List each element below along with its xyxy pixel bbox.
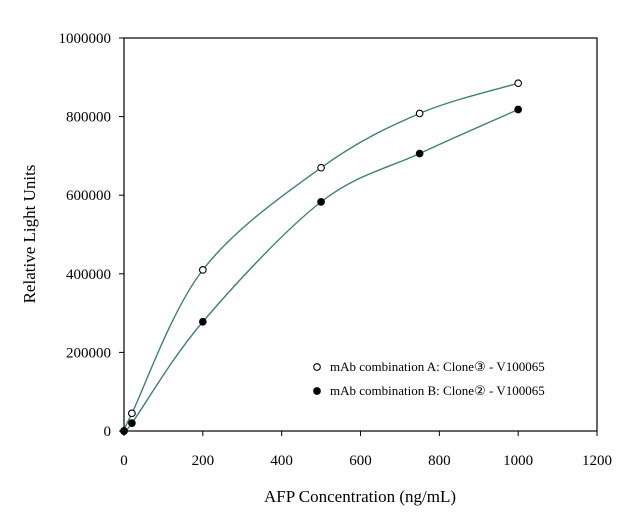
y-tick-label: 800000 [66,110,111,126]
y-tick-label: 0 [104,424,112,440]
y-tick-label: 600000 [66,188,111,204]
data-point-series-2 [415,149,424,158]
x-tick-label: 600 [349,453,372,469]
x-tick-label: 0 [120,453,128,469]
data-point-series-2 [198,317,207,326]
data-point-series-2 [317,198,325,206]
fit-curves [122,82,519,435]
data-point-series-2 [514,105,523,114]
legend-marker-series-1 [313,363,321,371]
x-tick-label: 200 [192,453,215,469]
y-axis-title: Relative Light Units [20,165,39,304]
legend-marker-series-2 [313,387,321,395]
data-point-series-1 [128,409,136,418]
data-point-series-1 [198,266,207,274]
x-tick-label: 800 [428,453,451,469]
legend: mAb combination A: Clone③ - V100065 mAb c… [313,359,545,398]
data-point-series-1 [514,79,523,88]
legend-entry-series-2: mAb combination B: Clone② - V100065 [330,383,545,398]
x-tick-label: 1200 [582,453,612,469]
data-points [120,79,523,435]
legend-entry-series-1: mAb combination A: Clone③ - V100065 [330,359,545,374]
y-axis-ticks: 0 200000 400000 600000 800000 1000000 [59,31,124,440]
y-tick-label: 200000 [66,345,111,361]
y-tick-label: 400000 [66,267,111,283]
data-point-series-2 [128,419,136,427]
y-tick-label: 1000000 [59,31,112,47]
x-axis-title: AFP Concentration (ng/mL) [264,487,456,506]
x-tick-label: 400 [270,453,293,469]
data-point-series-1 [317,163,325,172]
x-tick-label: 1000 [503,453,533,469]
data-point-series-1 [415,109,424,118]
x-axis-ticks: 0 200 400 600 800 1000 1200 [120,431,612,469]
